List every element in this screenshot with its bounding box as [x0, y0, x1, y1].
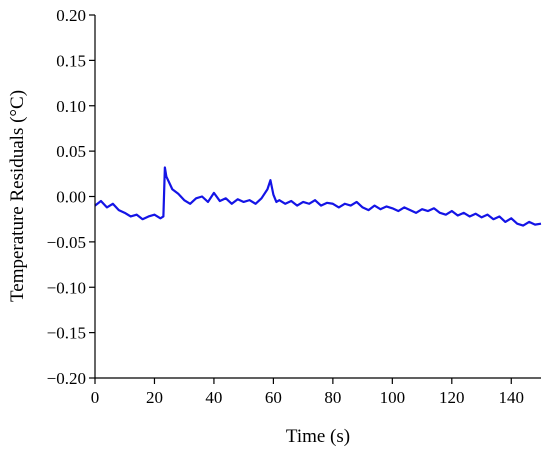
y-tick-label: −0.20 [47, 369, 86, 388]
x-axis-ticks: 0 20 40 60 80 100 120 140 [91, 378, 524, 407]
y-tick-label: 0.05 [56, 142, 86, 161]
y-axis-title: Temperature Residuals (°C) [7, 90, 28, 302]
x-tick-label: 100 [380, 388, 406, 407]
x-tick-label: 140 [499, 388, 525, 407]
y-tick-label: −0.10 [47, 278, 86, 297]
x-tick-label: 20 [146, 388, 163, 407]
y-axis-ticks: 0.20 0.15 0.10 0.05 0.00 −0.05 −0.10 −0.15 −0.20 [47, 6, 95, 388]
y-tick-label: 0.10 [56, 97, 86, 116]
x-tick-label: 40 [205, 388, 222, 407]
x-tick-label: 80 [324, 388, 341, 407]
axis-lines [94, 15, 541, 379]
y-tick-label: 0.20 [56, 6, 86, 25]
y-tick-label: 0.00 [56, 188, 86, 207]
y-tick-label: −0.15 [47, 324, 86, 343]
series-line-1 [94, 166, 542, 227]
x-tick-label: 60 [265, 388, 282, 407]
x-tick-label: 0 [91, 388, 100, 407]
plot-area [94, 15, 542, 379]
x-tick-label: 120 [439, 388, 465, 407]
y-tick-label: 0.15 [56, 51, 86, 70]
x-axis-title: Time (s) [286, 426, 350, 447]
y-tick-label: −0.05 [47, 233, 86, 252]
